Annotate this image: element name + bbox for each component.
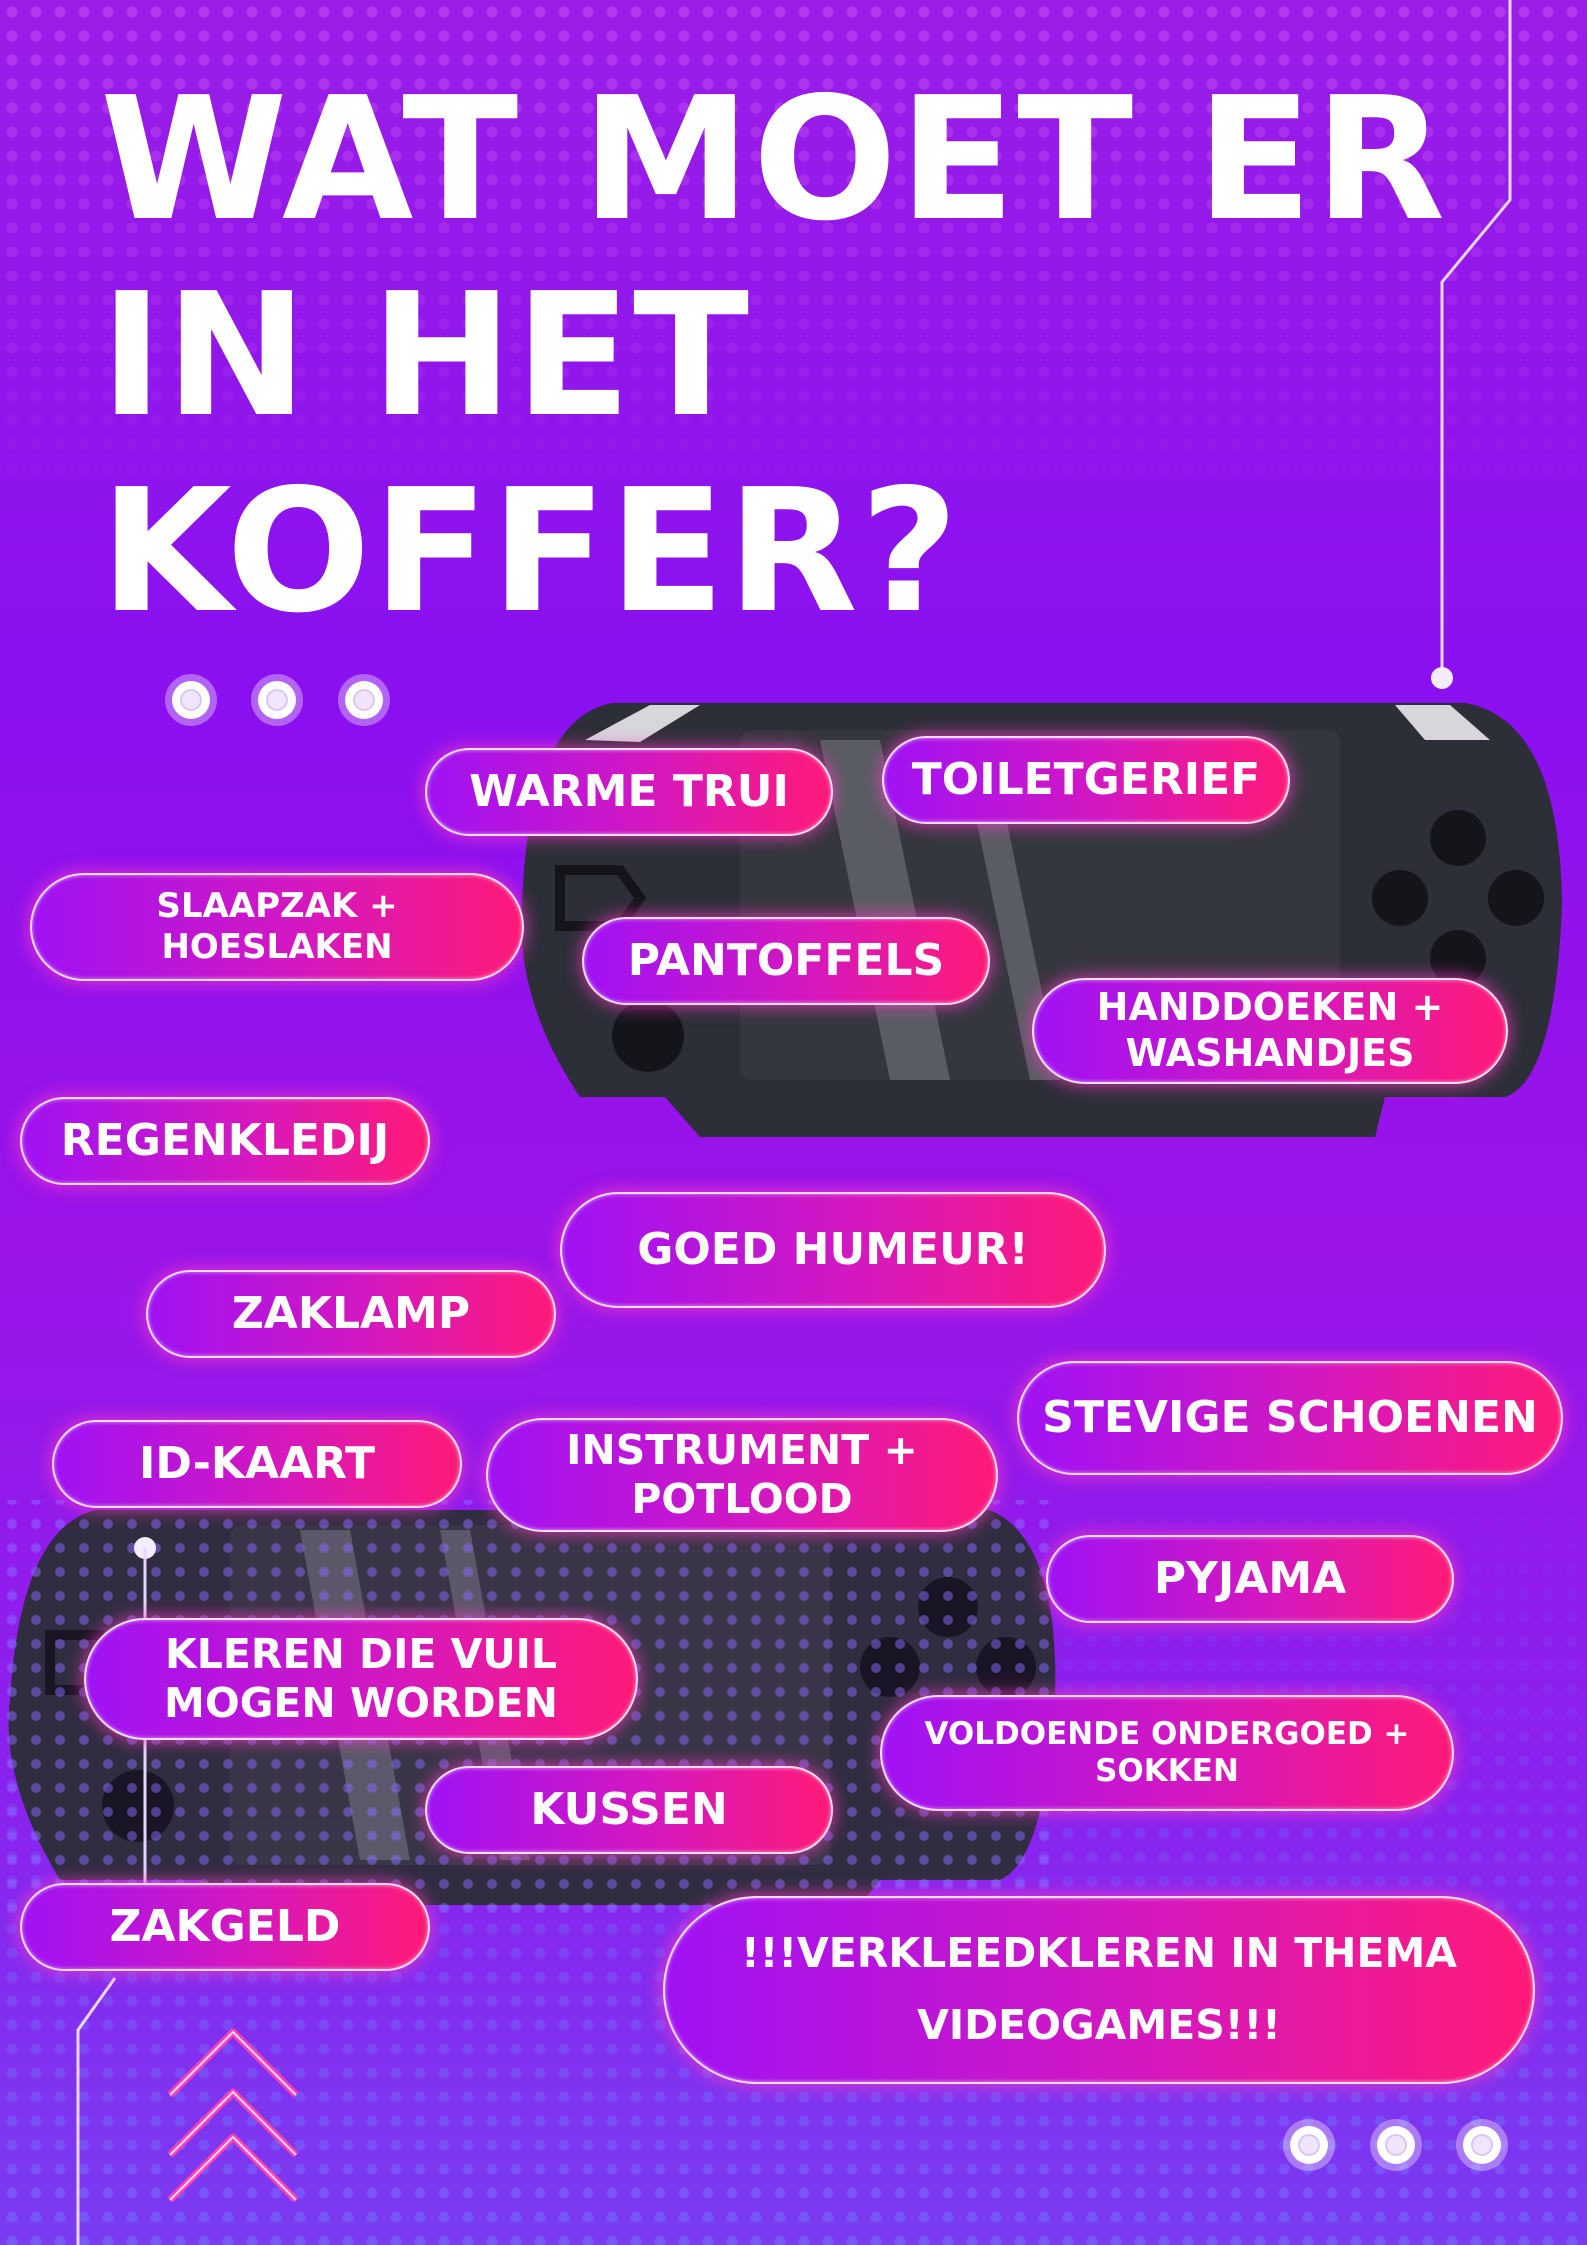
item-handdoeken: HANDDOEKEN + WASHANDJES [1032, 978, 1508, 1084]
circuit-line-top [1440, 0, 1512, 678]
item-warme-trui: WARME TRUI [425, 748, 833, 836]
item-slaapzak: SLAAPZAK + HOESLAKEN [30, 873, 524, 981]
dot-indicator-icon [1283, 2119, 1508, 2171]
chevron-up-icon [167, 2028, 299, 2203]
item-instrument: INSTRUMENT + POTLOOD [486, 1418, 998, 1532]
circuit-node-top [1431, 667, 1453, 689]
item-verkleedkleren: !!!VERKLEEDKLEREN IN THEMA VIDEOGAMES!!! [663, 1896, 1535, 2084]
chevron-up-icon [169, 2031, 297, 2201]
item-stevige-schoenen: STEVIGE SCHOENEN [1017, 1361, 1563, 1475]
title-line-3: KOFFER? [100, 453, 961, 651]
item-id-kaart: ID-KAART [52, 1420, 462, 1508]
item-toiletgerief: TOILETGERIEF [882, 736, 1290, 824]
item-pantoffels: PANTOFFELS [582, 917, 990, 1005]
item-ondergoed: VOLDOENDE ONDERGOED + SOKKEN [880, 1695, 1454, 1811]
page-title: WAT MOET ER IN HET KOFFER? [100, 62, 1447, 650]
circuit-line-bottom [76, 1977, 117, 2245]
item-goed-humeur: GOED HUMEUR! [560, 1192, 1106, 1308]
item-zakgeld: ZAKGELD [20, 1883, 430, 1971]
item-regenkledij: REGENKLEDIJ [20, 1097, 430, 1185]
item-zaklamp: ZAKLAMP [146, 1270, 556, 1358]
item-kleren-vuil: KLEREN DIE VUIL MOGEN WORDEN [84, 1618, 638, 1740]
item-kussen: KUSSEN [425, 1766, 833, 1854]
dot-indicator-icon [165, 674, 390, 726]
title-line-1: WAT MOET ER [100, 61, 1448, 259]
item-pyjama: PYJAMA [1046, 1535, 1454, 1623]
title-line-2: IN HET [100, 257, 752, 455]
